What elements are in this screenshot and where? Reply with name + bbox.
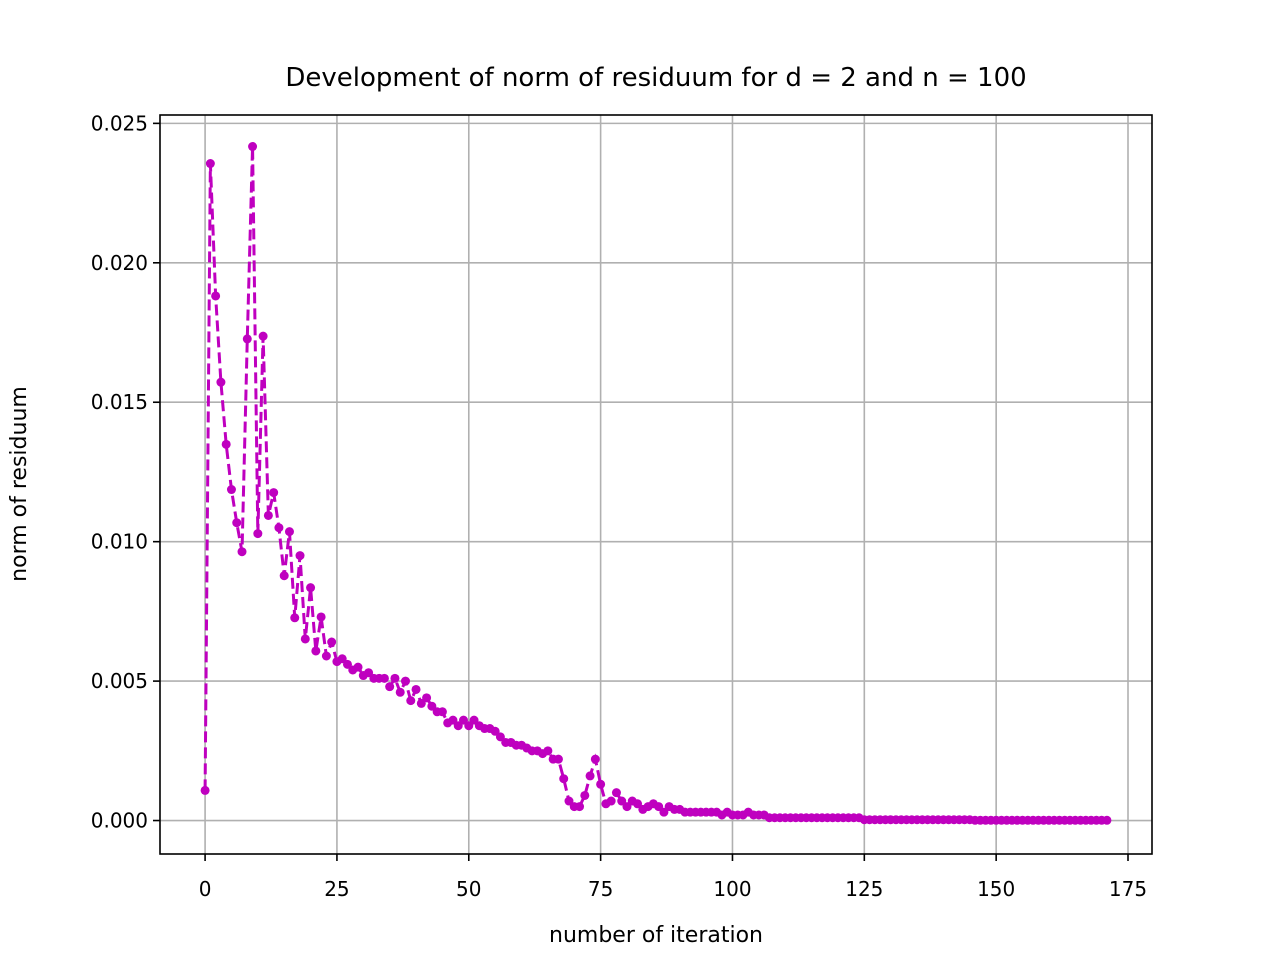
data-point	[575, 802, 585, 812]
data-point	[422, 693, 432, 703]
data-point	[306, 583, 316, 593]
data-point	[242, 334, 252, 344]
data-point	[211, 291, 221, 301]
y-tick-label: 0.015	[91, 390, 148, 414]
y-tick-label: 0.000	[91, 809, 148, 833]
data-point	[390, 673, 400, 683]
data-point	[611, 788, 621, 798]
data-point	[311, 646, 321, 656]
x-tick-label: 50	[456, 877, 481, 901]
x-tick-label: 75	[588, 877, 613, 901]
data-point	[385, 682, 395, 692]
data-point	[221, 439, 231, 449]
data-point	[248, 142, 258, 152]
data-point	[395, 687, 405, 697]
data-point	[269, 488, 279, 498]
data-point	[226, 485, 236, 495]
data-point	[606, 796, 616, 806]
x-tick-label: 175	[1109, 877, 1147, 901]
data-point	[585, 771, 595, 781]
data-point	[411, 684, 421, 694]
data-point	[1102, 815, 1112, 825]
x-tick-label: 100	[713, 877, 751, 901]
data-point	[327, 637, 337, 647]
data-point	[263, 510, 273, 520]
data-point	[553, 754, 563, 764]
plot-frame	[159, 114, 1153, 855]
data-point	[300, 634, 310, 644]
data-point	[232, 518, 242, 528]
data-point	[237, 547, 247, 557]
data-point	[400, 676, 410, 686]
data-point	[316, 612, 326, 622]
data-point	[216, 377, 226, 387]
data-point	[295, 551, 305, 561]
data-point	[253, 529, 263, 539]
x-tick-label: 150	[977, 877, 1015, 901]
data-point	[437, 707, 447, 717]
x-axis-label: number of iteration	[549, 923, 763, 948]
data-point	[596, 779, 606, 789]
data-point	[200, 785, 210, 795]
chart-title: Development of norm of residuum for d = …	[285, 63, 1026, 93]
y-tick-label: 0.010	[91, 530, 148, 554]
data-point	[590, 754, 600, 764]
y-tick-label: 0.025	[91, 111, 148, 135]
data-point	[205, 159, 215, 169]
y-axis-label: norm of residuum	[7, 386, 32, 582]
y-tick-label: 0.020	[91, 251, 148, 275]
data-point	[580, 790, 590, 800]
data-point	[284, 527, 294, 537]
data-point	[543, 746, 553, 756]
data-point	[406, 696, 416, 706]
x-tick-label: 25	[324, 877, 349, 901]
data-point	[279, 571, 289, 581]
data-point	[290, 613, 300, 623]
y-tick-label: 0.005	[91, 669, 148, 693]
data-point	[379, 673, 389, 683]
data-point	[274, 523, 284, 533]
data-point	[353, 662, 363, 672]
data-point	[321, 651, 331, 661]
data-point	[559, 774, 569, 784]
data-point	[258, 331, 268, 341]
x-tick-label: 125	[845, 877, 883, 901]
x-tick-label: 0	[199, 877, 212, 901]
